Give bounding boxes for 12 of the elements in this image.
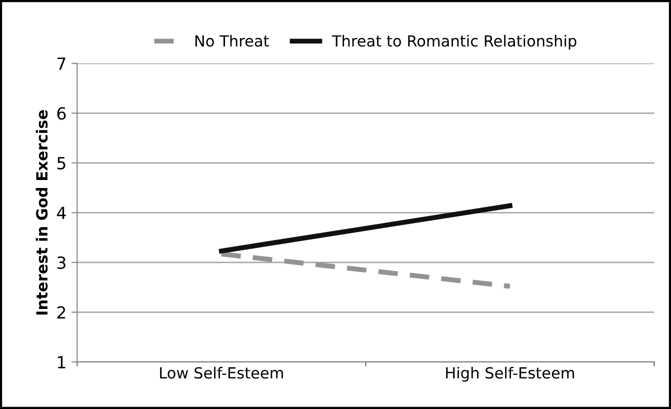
x-tick-label: Low Self-Esteem xyxy=(160,366,283,379)
y-tick-label: 5 xyxy=(57,157,66,170)
y-tick-label: 6 xyxy=(57,107,66,120)
y-tick-label: 4 xyxy=(56,206,66,220)
y-tick-label: 1 xyxy=(58,356,66,368)
y-tick-label: 2 xyxy=(57,306,66,319)
x-tick-label: High Self-Esteem xyxy=(446,366,574,382)
legend-label: Threat to Romantic Relationship xyxy=(332,34,576,50)
y-tick-label: 7 xyxy=(58,58,66,70)
y-axis-title: Interest in God Exercise xyxy=(36,110,48,315)
legend-label: No Threat xyxy=(195,34,269,47)
y-tick-label: 3 xyxy=(57,256,66,270)
